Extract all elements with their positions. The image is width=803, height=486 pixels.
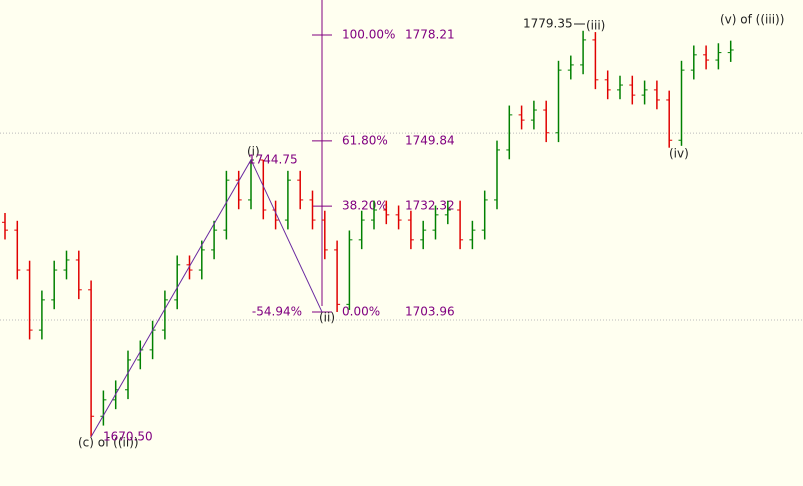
wave-label: (iii) — [586, 19, 605, 33]
wave-label: (c) of ((ii)) — [78, 436, 139, 450]
fib-price: 1732.32 — [405, 199, 455, 213]
wave-label: (v) of ((iii)) — [720, 13, 784, 27]
fib-price: 1749.84 — [405, 133, 455, 147]
wave-line — [90, 158, 323, 438]
wave-label: (ii) — [319, 311, 335, 325]
price-label: 1670.50 — [103, 430, 153, 444]
fib-percent: 61.80% — [342, 133, 388, 147]
fib-price: 1703.96 — [405, 304, 455, 318]
retracement-label: -54.94% — [252, 304, 302, 318]
fib-percent: 100.00% — [342, 28, 395, 42]
price-label: 1744.75 — [248, 153, 298, 167]
price-label: 1779.35 — [523, 17, 573, 31]
wave-label: (i) — [247, 145, 260, 159]
wave-label: (iv) — [669, 147, 689, 161]
fib-percent: 0.00% — [342, 304, 380, 318]
fib-price: 1778.21 — [405, 28, 455, 42]
fib-percent: 38.20% — [342, 199, 388, 213]
